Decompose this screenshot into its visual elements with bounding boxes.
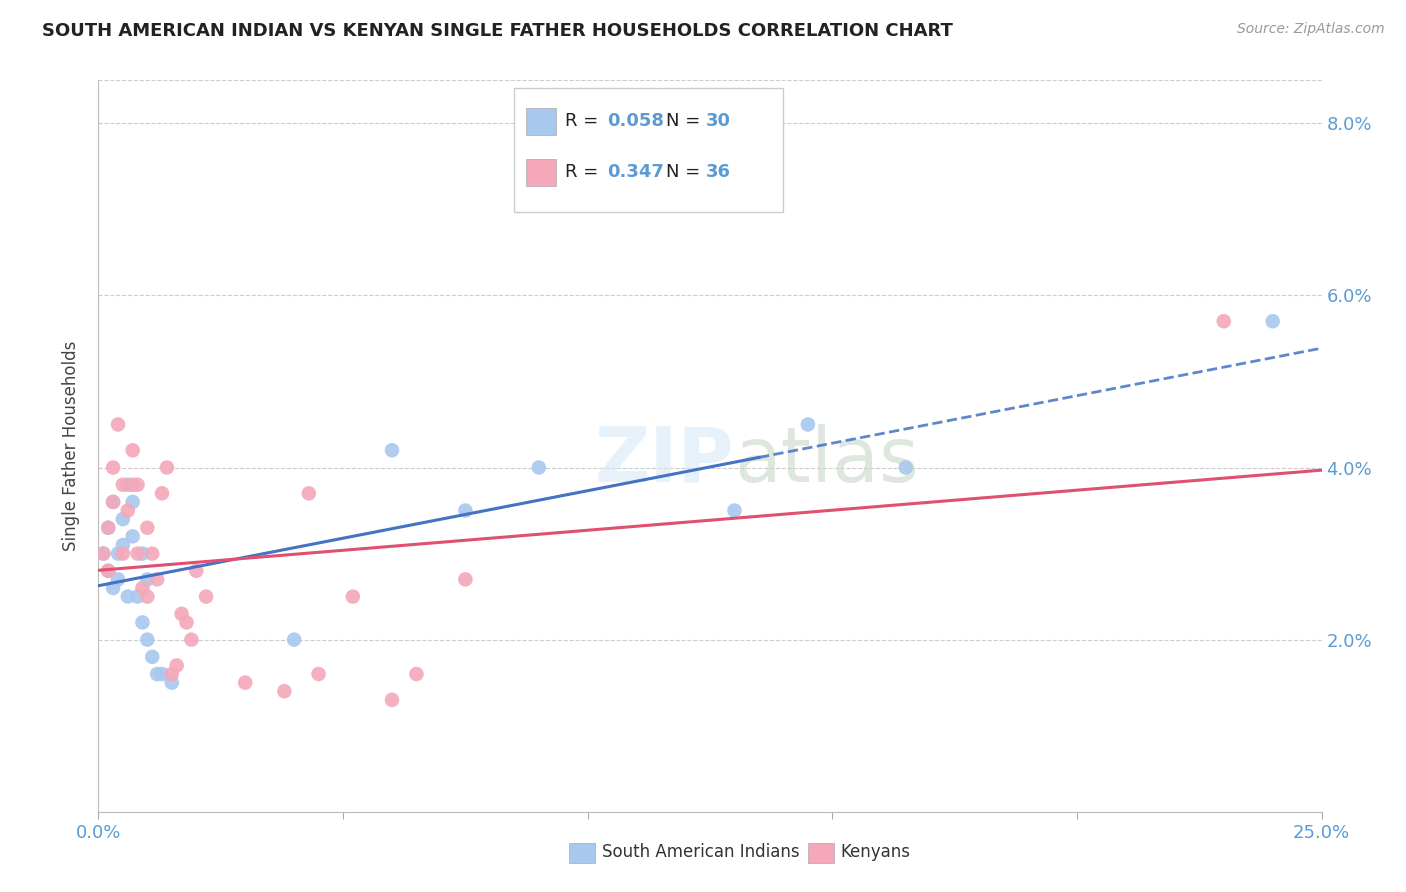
Point xyxy=(117,590,139,604)
Point xyxy=(101,495,124,509)
Point xyxy=(111,547,134,561)
Point xyxy=(91,547,114,561)
Point xyxy=(1212,314,1234,328)
Text: atlas: atlas xyxy=(734,424,920,498)
Point xyxy=(97,564,120,578)
Point xyxy=(121,529,143,543)
Point xyxy=(381,443,404,458)
Text: Source: ZipAtlas.com: Source: ZipAtlas.com xyxy=(1237,22,1385,37)
Point xyxy=(127,547,149,561)
Point xyxy=(121,477,143,491)
Point xyxy=(454,503,477,517)
Text: 30: 30 xyxy=(706,112,731,130)
Point xyxy=(166,658,188,673)
Point xyxy=(131,581,153,595)
Y-axis label: Single Father Households: Single Father Households xyxy=(62,341,80,551)
Text: SOUTH AMERICAN INDIAN VS KENYAN SINGLE FATHER HOUSEHOLDS CORRELATION CHART: SOUTH AMERICAN INDIAN VS KENYAN SINGLE F… xyxy=(42,22,953,40)
Point xyxy=(91,547,114,561)
Point xyxy=(146,573,169,587)
Point xyxy=(101,495,124,509)
Point xyxy=(121,495,143,509)
Point xyxy=(141,547,163,561)
Point xyxy=(150,667,173,681)
Point xyxy=(121,443,143,458)
Point xyxy=(107,547,129,561)
Text: 0.058: 0.058 xyxy=(607,112,664,130)
Point xyxy=(233,675,256,690)
Point xyxy=(141,649,163,664)
Point xyxy=(127,590,149,604)
Text: South American Indians: South American Indians xyxy=(602,843,800,861)
Point xyxy=(111,477,134,491)
Point xyxy=(136,573,159,587)
Point xyxy=(160,667,183,681)
Point xyxy=(298,486,321,500)
Point xyxy=(308,667,330,681)
Text: R =: R = xyxy=(565,163,605,181)
Point xyxy=(723,503,745,517)
Point xyxy=(176,615,198,630)
Point xyxy=(283,632,305,647)
Text: ZIP: ZIP xyxy=(595,424,734,498)
Point xyxy=(1261,314,1284,328)
Point xyxy=(101,581,124,595)
Point xyxy=(131,547,153,561)
Point xyxy=(342,590,364,604)
Text: N =: N = xyxy=(666,112,706,130)
Point xyxy=(97,521,120,535)
Point xyxy=(160,675,183,690)
Text: 36: 36 xyxy=(706,163,731,181)
Point xyxy=(273,684,295,698)
Point xyxy=(150,486,173,500)
Point xyxy=(180,632,202,647)
Point xyxy=(195,590,218,604)
Point xyxy=(107,573,129,587)
Point xyxy=(127,477,149,491)
Point xyxy=(101,460,124,475)
Point xyxy=(146,667,169,681)
Point xyxy=(797,417,820,432)
Point xyxy=(107,417,129,432)
Point xyxy=(111,538,134,552)
Point xyxy=(131,615,153,630)
Point xyxy=(111,512,134,526)
Point xyxy=(186,564,208,578)
Point xyxy=(156,460,179,475)
Point xyxy=(381,693,404,707)
Text: R =: R = xyxy=(565,112,605,130)
Text: N =: N = xyxy=(666,163,706,181)
Text: Kenyans: Kenyans xyxy=(841,843,911,861)
Point xyxy=(136,521,159,535)
Point xyxy=(454,573,477,587)
Text: 0.347: 0.347 xyxy=(607,163,664,181)
Point xyxy=(527,460,550,475)
Point xyxy=(170,607,193,621)
Point xyxy=(97,564,120,578)
Point xyxy=(136,590,159,604)
Point xyxy=(117,477,139,491)
Point xyxy=(117,503,139,517)
Point xyxy=(894,460,917,475)
Point xyxy=(136,632,159,647)
Point xyxy=(97,521,120,535)
Point xyxy=(405,667,427,681)
